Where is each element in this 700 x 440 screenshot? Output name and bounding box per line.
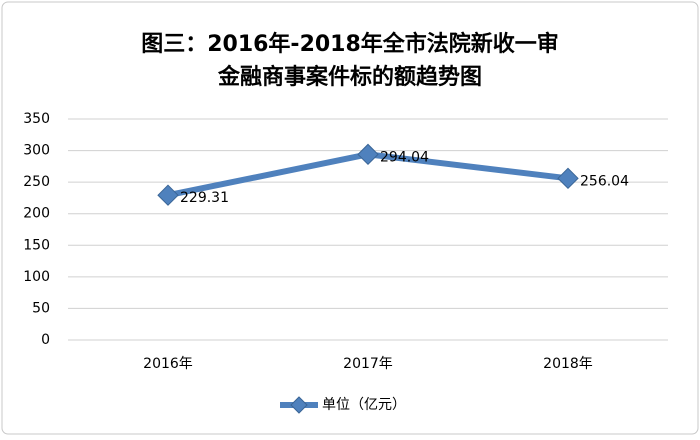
y-tick-label: 350 bbox=[23, 111, 50, 127]
y-tick-label: 50 bbox=[32, 300, 50, 316]
y-tick-label: 150 bbox=[23, 237, 50, 253]
marker bbox=[157, 184, 179, 206]
marker bbox=[357, 143, 379, 166]
data-label: 229.31 bbox=[180, 190, 229, 206]
legend-label: 单位（亿元） bbox=[322, 397, 406, 413]
data-label: 256.04 bbox=[580, 173, 629, 189]
chart-title: 金融商事案件标的额趋势图 bbox=[217, 64, 482, 90]
y-tick-label: 250 bbox=[23, 174, 50, 190]
y-tick-label: 200 bbox=[23, 206, 50, 222]
marker bbox=[557, 167, 579, 190]
y-tick-label: 0 bbox=[41, 332, 50, 348]
x-tick-label: 2018年 bbox=[543, 356, 593, 372]
chart-title: 图三：2016年-2018年全市法院新收一审 bbox=[141, 31, 559, 57]
y-tick-label: 300 bbox=[23, 143, 50, 159]
y-tick-label: 100 bbox=[23, 269, 50, 285]
data-label: 294.04 bbox=[380, 149, 429, 165]
x-tick-label: 2017年 bbox=[343, 356, 393, 372]
x-tick-label: 2016年 bbox=[143, 356, 193, 372]
legend-marker bbox=[290, 396, 308, 414]
